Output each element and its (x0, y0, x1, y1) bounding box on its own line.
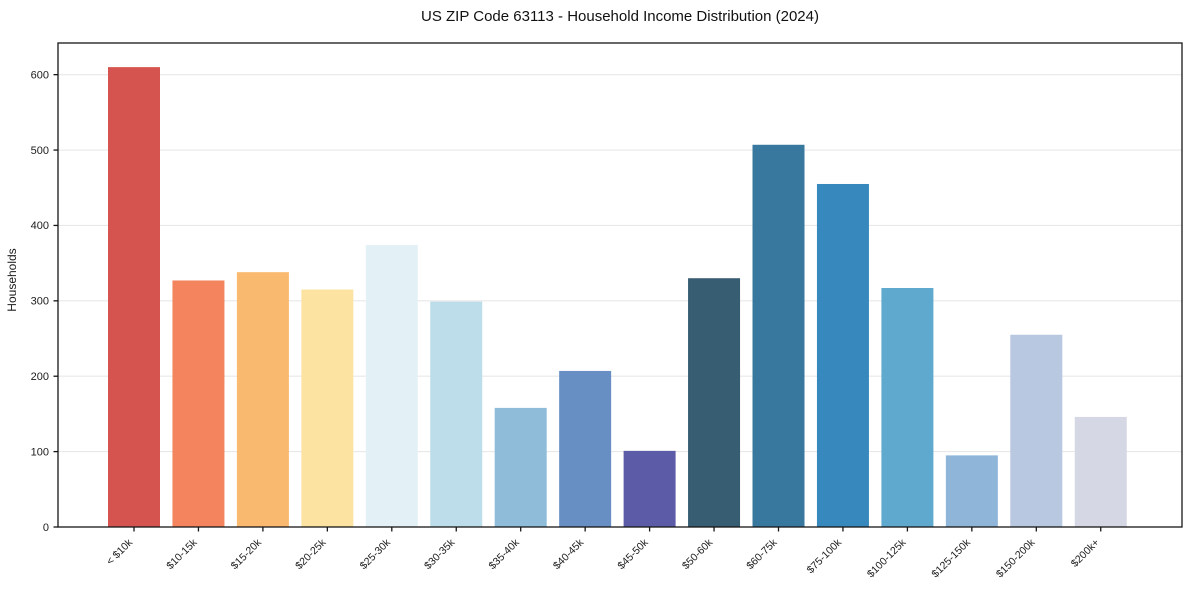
y-tick-label: 500 (31, 145, 49, 157)
bar (752, 144, 805, 527)
bar (430, 301, 483, 527)
x-tick-label: $25-30k (358, 536, 394, 572)
x-tick-label: $200k+ (1069, 537, 1102, 570)
x-tick-label: < $10k (104, 536, 136, 568)
x-tick-label: $125-150k (929, 536, 973, 580)
bar (108, 67, 160, 528)
bar (1010, 334, 1063, 527)
bar (623, 450, 676, 527)
x-tick-label: $15-20k (229, 536, 265, 572)
x-tick-label: $50-60k (680, 536, 716, 572)
plot-border (57, 42, 1183, 528)
x-tick-label: $10-15k (164, 536, 200, 572)
x-tick-label: $45-50k (615, 536, 651, 572)
bar (365, 245, 418, 527)
bar (301, 289, 354, 527)
x-tick-label: $60-75k (744, 536, 780, 572)
y-tick-label: 0 (43, 522, 49, 534)
x-tick-label: $30-35k (422, 536, 458, 572)
x-tick-label: $40-45k (551, 536, 587, 572)
bar (881, 288, 934, 527)
y-tick-label: 600 (31, 69, 49, 81)
x-tick-label: $35-40k (486, 536, 522, 572)
x-tick-label: $75-100k (805, 536, 845, 576)
bar (1074, 416, 1127, 527)
bar (236, 272, 289, 527)
bar (816, 183, 869, 527)
x-tick-label: $100-125k (865, 536, 909, 580)
bar (559, 370, 612, 527)
y-tick-label: 400 (31, 220, 49, 232)
bar (494, 407, 547, 527)
chart-title: US ZIP Code 63113 - Household Income Dis… (421, 8, 819, 25)
y-tick-label: 100 (31, 446, 49, 458)
bar (945, 455, 998, 527)
x-tick-label: $20-25k (293, 536, 329, 572)
y-tick-label: 200 (31, 371, 49, 383)
x-tick-label: $150-200k (994, 536, 1038, 580)
bar (688, 278, 741, 527)
bar (172, 280, 225, 527)
y-tick-label: 300 (31, 296, 49, 308)
